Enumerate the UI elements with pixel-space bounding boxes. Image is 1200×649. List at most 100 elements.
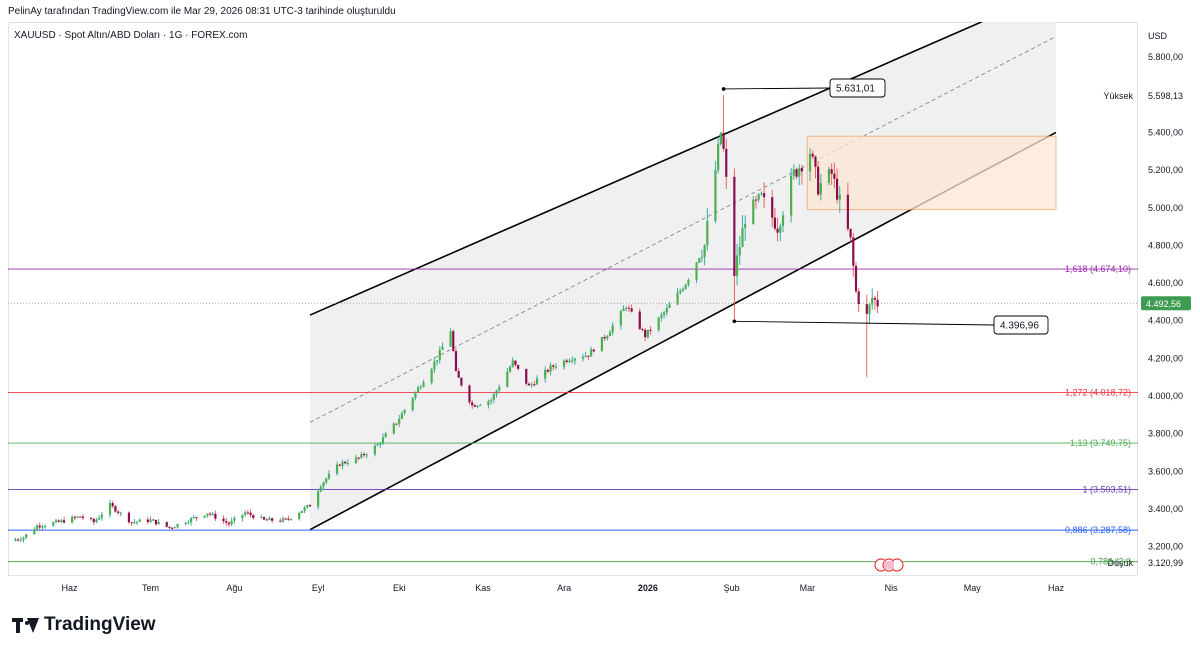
candle-body <box>757 194 760 200</box>
candle-body <box>157 522 160 525</box>
candle-body <box>552 365 555 367</box>
chart-credit: PelinAy tarafından TradingView.com ile M… <box>8 6 396 17</box>
candle-body <box>760 193 763 195</box>
candle-body <box>419 386 422 388</box>
candle-body <box>111 503 114 507</box>
candle-body <box>722 132 725 149</box>
candle-body <box>819 183 822 195</box>
callout-leader-line <box>734 320 995 326</box>
candle-body <box>698 258 701 263</box>
currency-label: USD <box>1148 31 1168 41</box>
candle-body <box>17 539 20 541</box>
y-axis-tick-label: 4.400,00 <box>1148 316 1183 326</box>
symbol-title[interactable]: XAUUSD · Spot Altın/ABD Doları · 1G · FO… <box>14 30 248 41</box>
candle-body <box>790 175 793 216</box>
candle-body <box>308 505 312 507</box>
channel-upper-line <box>309 22 984 316</box>
candle-body <box>262 517 266 520</box>
candle-body <box>487 401 490 406</box>
candle-body <box>622 308 625 312</box>
callout-leader-line <box>723 87 831 90</box>
candle-body <box>357 457 360 459</box>
candle-body <box>108 503 112 515</box>
candle-body <box>454 351 458 371</box>
candle-body <box>733 176 736 276</box>
candle-body <box>854 265 858 292</box>
candle-body <box>811 153 814 157</box>
candle-body <box>381 437 385 444</box>
candle-body <box>857 291 860 305</box>
candle-body <box>233 518 236 521</box>
candle-body <box>473 405 476 407</box>
chart-frame <box>8 22 1138 576</box>
candle-body <box>430 369 433 383</box>
candle-body <box>38 525 41 528</box>
candle-body <box>149 519 152 523</box>
candle-body <box>741 227 744 248</box>
callout-value: 4.396,96 <box>1000 321 1039 332</box>
candle-body <box>135 521 139 523</box>
candle-body <box>773 217 777 229</box>
candle-body <box>468 385 471 403</box>
last-price-tag <box>1141 296 1191 311</box>
brand[interactable]: TradingView <box>12 614 156 636</box>
candle-body <box>227 522 231 525</box>
candle-body <box>625 307 628 309</box>
candle-body <box>398 418 401 424</box>
candle-body <box>700 257 704 259</box>
candle-body <box>498 386 501 391</box>
candle-body <box>571 360 574 362</box>
fib-level-label: 1,272 (4.018,72) <box>1065 387 1131 397</box>
candle-body <box>362 454 366 456</box>
candle-body <box>133 522 136 524</box>
candle-body <box>92 518 95 523</box>
candle-body <box>338 464 341 466</box>
candle-body <box>562 360 566 367</box>
candle-body <box>165 522 168 527</box>
brand-name: TradingView <box>44 614 156 635</box>
candle-body <box>57 520 60 522</box>
candle-body <box>644 329 647 338</box>
x-axis-tick-label: Haz <box>61 583 78 593</box>
candle-body <box>568 360 571 362</box>
candle-body <box>211 513 214 515</box>
candle-body <box>60 520 63 522</box>
candle-body <box>346 462 349 464</box>
candle-body <box>573 358 576 361</box>
candle-body <box>679 290 682 293</box>
candle-body <box>706 220 709 246</box>
candle-body <box>62 520 66 523</box>
candle-body <box>384 433 387 438</box>
candle-body <box>400 413 404 419</box>
fib-level-label: 1 (3.503,51) <box>1082 484 1131 494</box>
candle-body <box>565 360 568 362</box>
candle-body <box>646 329 649 338</box>
candle-body <box>146 519 149 523</box>
candle-body <box>373 445 376 455</box>
candle-body <box>208 513 212 515</box>
candle-body <box>544 369 547 379</box>
y-axis-tick-label: 4.200,00 <box>1148 353 1183 363</box>
candle-body <box>376 444 379 446</box>
candle-body <box>527 383 531 386</box>
candle-body <box>762 193 766 198</box>
x-axis-tick-label: Haz <box>1048 583 1065 593</box>
price-chart[interactable]: 5.631,01 4.396,96 Haz Tem Ağu Eyl Eki Kas Ara 202… <box>0 0 1200 600</box>
candle-body <box>662 312 666 315</box>
candle-body <box>725 148 728 177</box>
candle-body <box>25 534 28 538</box>
candle-body <box>52 522 55 526</box>
candle-body <box>827 169 831 184</box>
candle-body <box>130 522 133 524</box>
candle-body <box>41 526 44 528</box>
candle-body <box>817 166 820 195</box>
candle-body <box>530 384 533 386</box>
candle-body <box>668 304 671 308</box>
candle-body <box>665 307 668 313</box>
candle-body <box>452 331 455 352</box>
candle-body <box>189 518 193 523</box>
candle-body <box>800 168 804 172</box>
candle-body <box>289 518 293 520</box>
candle-body <box>835 178 839 200</box>
candle-body <box>95 519 98 523</box>
